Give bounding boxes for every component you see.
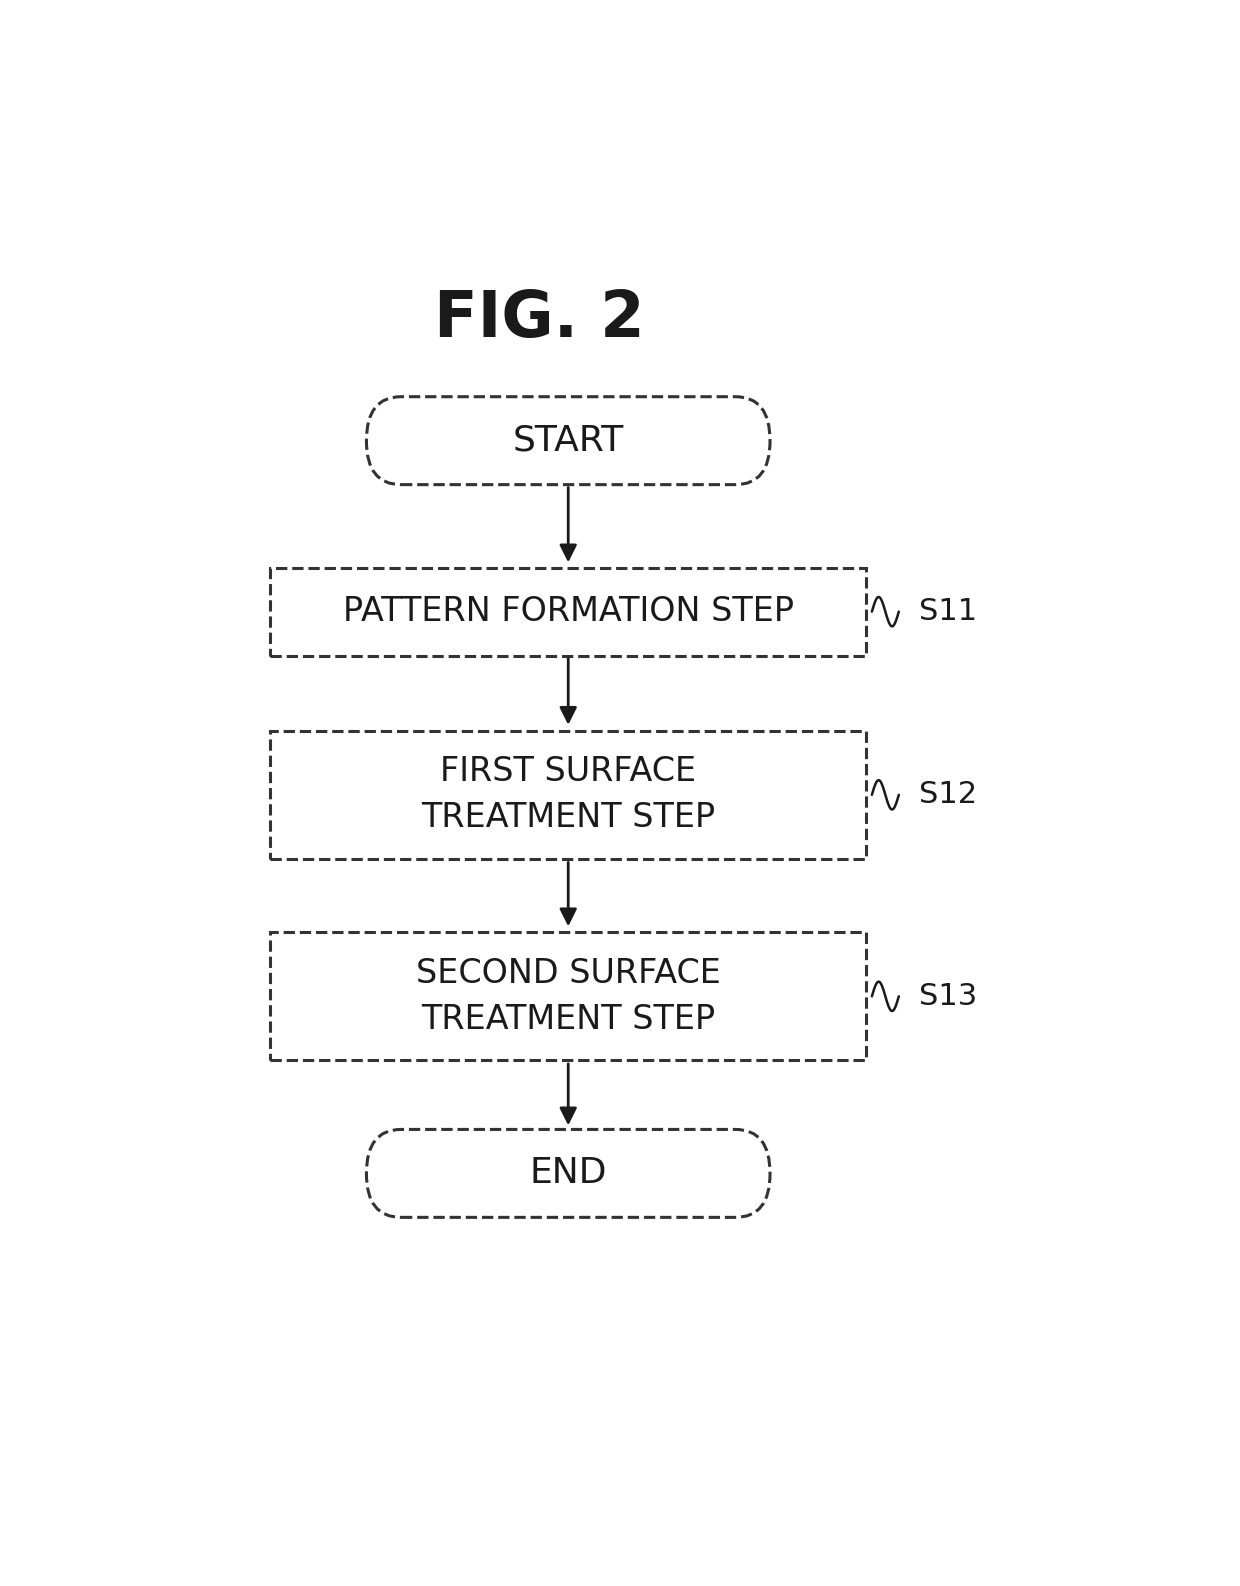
FancyBboxPatch shape	[270, 731, 866, 860]
Text: END: END	[529, 1156, 608, 1191]
FancyBboxPatch shape	[270, 568, 866, 655]
Text: START: START	[512, 423, 624, 458]
Text: PATTERN FORMATION STEP: PATTERN FORMATION STEP	[342, 595, 794, 628]
Text: FIG. 2: FIG. 2	[434, 287, 645, 349]
Text: S11: S11	[919, 598, 977, 626]
Text: S12: S12	[919, 780, 977, 809]
FancyBboxPatch shape	[367, 396, 770, 485]
FancyBboxPatch shape	[367, 1129, 770, 1218]
FancyBboxPatch shape	[270, 933, 866, 1061]
Text: S13: S13	[919, 982, 977, 1010]
Text: SECOND SURFACE
TREATMENT STEP: SECOND SURFACE TREATMENT STEP	[415, 956, 720, 1036]
Text: FIRST SURFACE
TREATMENT STEP: FIRST SURFACE TREATMENT STEP	[422, 755, 715, 834]
